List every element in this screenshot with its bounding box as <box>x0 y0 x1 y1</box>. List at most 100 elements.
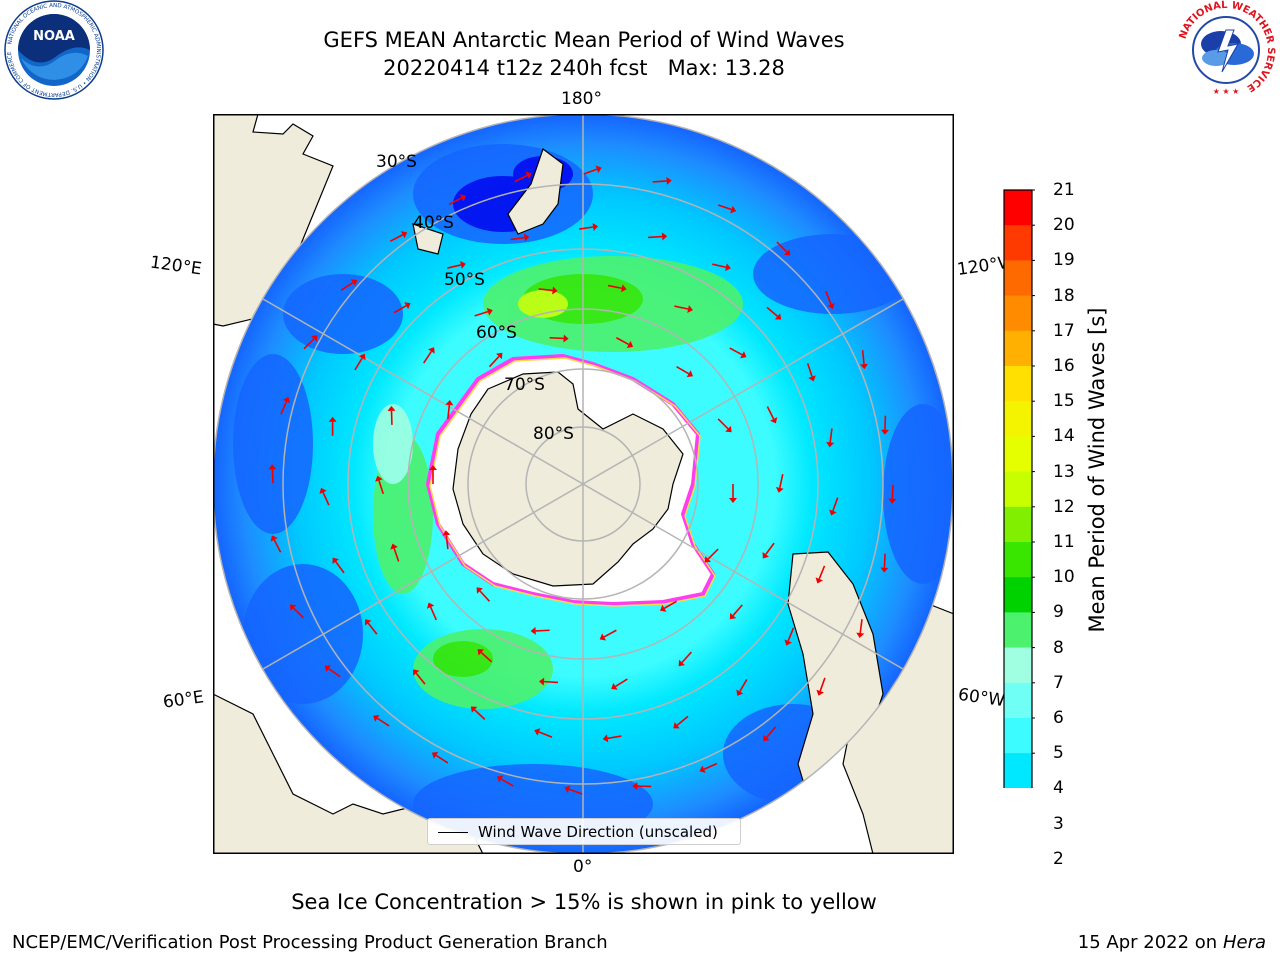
wind-wave-arrow-shaft <box>829 428 833 443</box>
wind-wave-arrow-head <box>770 417 778 424</box>
colorbar-tick-label: 11 <box>1053 532 1075 552</box>
wind-wave-arrow-shaft <box>322 492 330 506</box>
wind-wave-arrow-shaft <box>607 284 622 290</box>
colorbar-segment <box>1004 612 1032 649</box>
wind-wave-arrow-head <box>426 602 435 609</box>
wind-wave-arrow-shaft <box>583 168 598 175</box>
wind-wave-arrow-head <box>470 706 478 713</box>
wind-wave-arrow-shaft <box>415 672 426 685</box>
wind-wave-arrow-shaft <box>500 778 514 787</box>
lon-label-bottom: 0° <box>573 857 593 877</box>
colorbar-tick-label: 10 <box>1053 567 1075 588</box>
wind-wave-arrow-head <box>611 682 618 690</box>
wind-wave-arrow-head <box>387 405 396 412</box>
colorbar-segment <box>1004 647 1032 684</box>
footer-date: 15 Apr 2022 on Hera <box>1078 932 1266 953</box>
colorbar-tick-label: 21 <box>1053 180 1075 200</box>
wind-wave-arrow-shaft <box>607 735 622 740</box>
wind-wave-arrow-head <box>358 353 366 361</box>
wind-wave-arrow-head <box>673 722 680 729</box>
colorbar-tick-label: 20 <box>1053 215 1075 236</box>
wind-wave-arrow-head <box>699 765 706 773</box>
wind-wave-arrow-shaft <box>766 306 778 317</box>
wind-wave-arrow-head <box>687 305 693 313</box>
wind-wave-arrow-head <box>365 619 372 626</box>
sea-ice-caption: Sea Ice Concentration > 15% is shown in … <box>291 890 877 914</box>
colorbar-tick-label: 12 <box>1053 496 1075 517</box>
wind-wave-arrow-head <box>815 577 823 584</box>
wind-wave-arrow-head <box>678 659 685 667</box>
wind-wave-arrow-shaft <box>335 561 345 574</box>
wind-wave-arrow-head <box>428 347 435 354</box>
wind-wave-arrow-shaft <box>271 469 274 484</box>
wind-wave-arrow-head <box>686 370 693 378</box>
wind-wave-arrow-shaft <box>273 539 282 553</box>
wind-wave-arrow-head <box>539 677 545 686</box>
wind-wave-arrow-head <box>784 639 792 646</box>
wind-wave-arrow-shaft <box>479 590 491 602</box>
wind-wave-arrow-shaft <box>423 350 433 364</box>
wind-wave-arrow-shaft <box>648 235 663 239</box>
wind-wave-arrow-shaft <box>543 680 559 684</box>
colorbar-tick-label: 6 <box>1053 708 1064 728</box>
wind-wave-arrow-shaft <box>429 606 438 621</box>
wind-wave-arrow-shaft <box>435 754 449 764</box>
colorbar-tick-label: 13 <box>1053 461 1075 482</box>
colorbar-tick-label: 8 <box>1053 637 1064 658</box>
wind-wave-arrow-head <box>328 416 337 422</box>
colorbar-segment <box>1004 542 1032 578</box>
wind-wave-arrow-head <box>725 425 732 433</box>
colorbar-segment <box>1004 718 1032 754</box>
wind-wave-arrow-head <box>496 775 504 783</box>
map-legend: Wind Wave Direction (unscaled) <box>427 818 741 845</box>
wind-wave-arrow-head <box>523 233 530 242</box>
colorbar-segment <box>1004 506 1032 543</box>
colorbar-tick-label: 2 <box>1053 848 1064 869</box>
wind-wave-arrow-head <box>442 530 451 536</box>
wind-wave-arrow-head <box>736 689 744 696</box>
wind-wave-arrow-shaft <box>729 347 743 356</box>
wind-wave-arrow-shaft <box>703 762 718 770</box>
wind-wave-arrow-shaft <box>376 717 390 727</box>
wind-wave-arrow-shaft <box>681 651 692 664</box>
colorbar-segment <box>1004 577 1032 613</box>
wind-wave-arrow-head <box>350 279 358 287</box>
wind-wave-arrow-shaft <box>514 174 528 183</box>
wind-wave-arrow-head <box>880 429 889 435</box>
wind-wave-arrow-head <box>826 441 835 448</box>
wind-wave-arrow-head <box>808 375 816 382</box>
footer-date-text: 15 Apr 2022 on <box>1077 932 1223 953</box>
wind-wave-arrow-shaft <box>819 677 826 692</box>
wind-wave-arrow-head <box>373 715 380 722</box>
wind-wave-arrow-head <box>660 604 667 612</box>
wind-wave-arrow-shaft <box>280 401 288 415</box>
wind-wave-arrow-head <box>324 665 331 672</box>
wind-wave-arrow-head <box>429 465 437 470</box>
colorbar <box>1003 188 1037 889</box>
wind-wave-arrow-shaft <box>445 535 449 550</box>
wind-wave-arrow-shaft <box>806 363 813 377</box>
legend-entry: Wind Wave Direction (unscaled) <box>478 823 718 841</box>
noaa-logo: NATIONAL OCEANIC AND ATMOSPHERIC ADMINIS… <box>4 0 104 100</box>
lat-label-80s: 80°S <box>533 424 574 444</box>
wind-wave-arrow-head <box>888 498 897 504</box>
wind-wave-arrow-head <box>375 475 383 482</box>
wind-wave-arrow-shaft <box>766 406 775 420</box>
title-line-2: 20220414 t12z 240h fcst Max: 13.28 <box>383 56 785 80</box>
wind-wave-arrow-head <box>595 165 602 174</box>
wind-wave-arrow-shaft <box>389 234 404 242</box>
lat-label-50s: 50°S <box>444 270 485 290</box>
title-line-1: GEFS MEAN Antarctic Mean Period of Wind … <box>323 28 845 52</box>
colorbar-tick-label: 3 <box>1053 813 1064 834</box>
colorbar-tick-label: 19 <box>1053 250 1075 271</box>
wind-wave-arrow-shaft <box>739 679 748 692</box>
wind-wave-arrow-shaft <box>474 709 486 720</box>
wind-wave-arrow-head <box>289 604 297 611</box>
colorbar-tick-label: 14 <box>1053 426 1075 447</box>
wind-wave-arrow-head <box>592 223 599 231</box>
wind-wave-arrow-head <box>621 284 627 293</box>
wind-wave-arrow-shaft <box>303 338 315 350</box>
wind-wave-arrow-head <box>827 302 835 309</box>
wind-wave-arrow-shaft <box>480 651 493 663</box>
wind-wave-arrow-head <box>783 249 791 256</box>
